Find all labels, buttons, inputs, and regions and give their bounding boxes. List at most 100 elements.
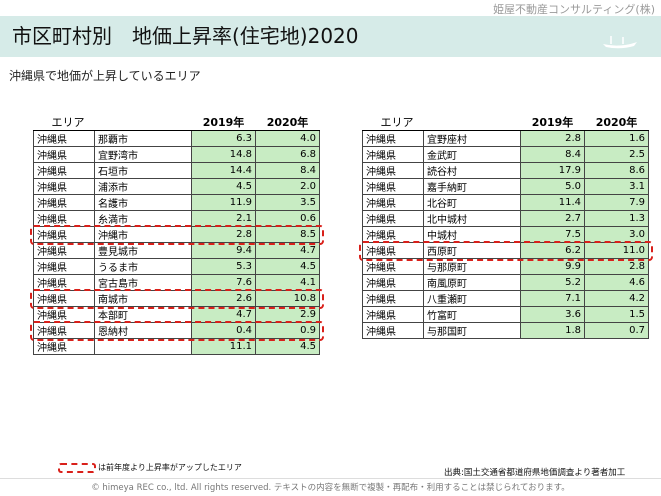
area-header: エリア bbox=[33, 114, 192, 131]
prefecture-cell: 沖縄県 bbox=[33, 146, 95, 163]
city-cell: 宜野座村 bbox=[423, 130, 521, 147]
prefecture-cell: 沖縄県 bbox=[33, 242, 95, 259]
city-cell: 与那原町 bbox=[423, 258, 521, 275]
rate-2020-cell: 6.8 bbox=[255, 146, 320, 163]
rate-2020-cell: 3.5 bbox=[255, 194, 320, 211]
table-row: 沖縄県 八重瀬町 7.1 4.2 bbox=[362, 290, 649, 307]
prefecture-cell: 沖縄県 bbox=[362, 178, 424, 195]
prefecture-cell: 沖縄県 bbox=[33, 194, 95, 211]
rate-2020-cell: 0.6 bbox=[255, 210, 320, 227]
rate-2019-cell: 5.3 bbox=[191, 258, 256, 275]
prefecture-cell: 沖縄県 bbox=[362, 322, 424, 339]
table-row: 沖縄県 金武町 8.4 2.5 bbox=[362, 146, 649, 163]
footer-divider bbox=[0, 478, 661, 479]
rate-2019-cell: 8.4 bbox=[520, 146, 585, 163]
rate-2019-cell: 2.7 bbox=[520, 210, 585, 227]
table-row: 沖縄県 南城市 2.6 10.8 bbox=[33, 290, 320, 307]
rate-2020-cell: 10.8 bbox=[255, 290, 320, 307]
table-row: 沖縄県 宜野座村 2.8 1.6 bbox=[362, 130, 649, 147]
table-row: 沖縄県 浦添市 4.5 2.0 bbox=[33, 178, 320, 195]
table-row: 沖縄県 北中城村 2.7 1.3 bbox=[362, 210, 649, 227]
city-cell: うるま市 bbox=[94, 258, 192, 275]
rate-2019-cell: 3.6 bbox=[520, 306, 585, 323]
table-row: 沖縄県 嘉手納町 5.0 3.1 bbox=[362, 178, 649, 195]
table-row: 沖縄県 豊見城市 9.4 4.7 bbox=[33, 242, 320, 259]
company-name: 姫屋不動産コンサルティング(株) bbox=[493, 3, 655, 16]
city-cell: 北中城村 bbox=[423, 210, 521, 227]
prefecture-cell: 沖縄県 bbox=[362, 130, 424, 147]
city-cell: 竹富町 bbox=[423, 306, 521, 323]
city-cell: 南風原町 bbox=[423, 274, 521, 291]
prefecture-cell: 沖縄県 bbox=[362, 194, 424, 211]
table-row: 沖縄県 那覇市 6.3 4.0 bbox=[33, 130, 320, 147]
rate-2020-cell: 4.5 bbox=[255, 338, 320, 355]
rate-2019-cell: 9.9 bbox=[520, 258, 585, 275]
table-row: 沖縄県 石垣市 14.4 8.4 bbox=[33, 162, 320, 179]
rate-2020-cell: 1.5 bbox=[584, 306, 649, 323]
highlight-box bbox=[358, 240, 653, 261]
table-row: 沖縄県 読谷村 17.9 8.6 bbox=[362, 162, 649, 179]
city-cell: 嘉手納町 bbox=[423, 178, 521, 195]
rate-2020-cell: 7.9 bbox=[584, 194, 649, 211]
highlight-box bbox=[29, 224, 324, 245]
table-row: 沖縄県 うるま市 5.3 4.5 bbox=[33, 258, 320, 275]
prefecture-cell: 沖縄県 bbox=[362, 258, 424, 275]
rate-2020-cell: 4.2 bbox=[584, 290, 649, 307]
prefecture-cell: 沖縄県 bbox=[362, 306, 424, 323]
city-cell: 八重瀬町 bbox=[423, 290, 521, 307]
prefecture-cell: 沖縄県 bbox=[33, 258, 95, 275]
copyright: © himeya REC co., ltd. All rights reserv… bbox=[91, 483, 570, 493]
year-2019-header: 2019年 bbox=[191, 114, 256, 131]
rate-2020-cell: 4.5 bbox=[255, 258, 320, 275]
rate-2020-cell: 4.1 bbox=[255, 274, 320, 291]
highlight-box bbox=[29, 320, 324, 341]
city-cell: 名護市 bbox=[94, 194, 192, 211]
rate-2019-cell: 11.1 bbox=[191, 338, 256, 355]
table-row: 沖縄県 北谷町 11.4 7.9 bbox=[362, 194, 649, 211]
city-cell: 宜野湾市 bbox=[94, 146, 192, 163]
rate-2020-cell: 3.0 bbox=[584, 226, 649, 243]
rate-2020-cell: 1.3 bbox=[584, 210, 649, 227]
city-cell: 与那国町 bbox=[423, 322, 521, 339]
table-row: 沖縄県 名護市 11.9 3.5 bbox=[33, 194, 320, 211]
table-row: 沖縄県 11.1 4.5 bbox=[33, 338, 320, 355]
city-cell: 石垣市 bbox=[94, 162, 192, 179]
prefecture-cell: 沖縄県 bbox=[362, 162, 424, 179]
source-note: 出典:国土交通省都道府県地価調査より著者加工 bbox=[444, 468, 626, 478]
rate-2019-cell: 14.8 bbox=[191, 146, 256, 163]
rate-2019-cell: 4.5 bbox=[191, 178, 256, 195]
prefecture-cell: 沖縄県 bbox=[362, 290, 424, 307]
rate-2019-cell: 17.9 bbox=[520, 162, 585, 179]
rate-2020-cell: 0.7 bbox=[584, 322, 649, 339]
prefecture-cell: 沖縄県 bbox=[362, 146, 424, 163]
year-2020-header: 2020年 bbox=[255, 114, 320, 131]
rate-2020-cell: 3.1 bbox=[584, 178, 649, 195]
table-row: 沖縄県 竹富町 3.6 1.5 bbox=[362, 306, 649, 323]
rate-2019-cell: 9.4 bbox=[191, 242, 256, 259]
left-price-table: エリア 2019年 2020年 沖縄県 那覇市 6.3 4.0 沖縄県 宜野湾市 14.8 6… bbox=[33, 114, 320, 355]
rate-2019-cell: 1.8 bbox=[520, 322, 585, 339]
rate-2019-cell: 6.3 bbox=[191, 130, 256, 147]
prefecture-cell: 沖縄県 bbox=[33, 162, 95, 179]
legend-swatch bbox=[58, 463, 96, 473]
city-cell bbox=[94, 338, 192, 355]
rate-2020-cell: 2.5 bbox=[584, 146, 649, 163]
rate-2019-cell: 7.1 bbox=[520, 290, 585, 307]
rate-2019-cell: 2.8 bbox=[520, 130, 585, 147]
rate-2019-cell: 11.4 bbox=[520, 194, 585, 211]
table-row: 沖縄県 糸満市 2.1 0.6 bbox=[33, 210, 320, 227]
title-bar bbox=[0, 16, 661, 57]
rate-2020-cell: 2.8 bbox=[584, 258, 649, 275]
highlight-box bbox=[29, 288, 324, 309]
left-table-body: 沖縄県 那覇市 6.3 4.0 沖縄県 宜野湾市 14.8 6.8 沖縄県 石垣市 14.4 8.4 沖… bbox=[33, 130, 320, 355]
city-cell: 豊見城市 bbox=[94, 242, 192, 259]
table-row: 沖縄県 宜野湾市 14.8 6.8 bbox=[33, 146, 320, 163]
table-row: 沖縄県 与那国町 1.8 0.7 bbox=[362, 322, 649, 339]
city-cell: 浦添市 bbox=[94, 178, 192, 195]
rate-2020-cell: 8.5 bbox=[255, 226, 320, 243]
table-row: 沖縄県 南風原町 5.2 4.6 bbox=[362, 274, 649, 291]
year-2020-header: 2020年 bbox=[584, 114, 649, 131]
prefecture-cell: 沖縄県 bbox=[33, 130, 95, 147]
rate-2019-cell: 5.0 bbox=[520, 178, 585, 195]
rate-2019-cell: 5.2 bbox=[520, 274, 585, 291]
